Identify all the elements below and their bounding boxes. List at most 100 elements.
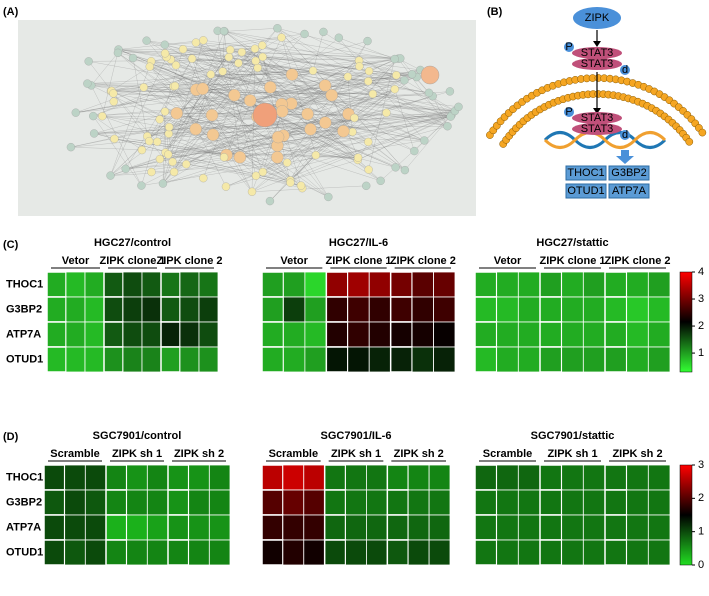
network-node (170, 81, 180, 91)
panel-label: (B) (487, 6, 503, 18)
network-edge (146, 40, 452, 116)
heatmap-cell (304, 321, 327, 348)
row-label: ATP7A (6, 521, 41, 533)
heatmap-cell (208, 514, 231, 541)
heatmap-cell (198, 346, 219, 373)
network-node (382, 108, 391, 117)
heatmap-cell (386, 539, 409, 566)
group-label: ZIPK sh 1 (112, 448, 162, 460)
heatmap-cell (84, 539, 107, 566)
network-node (285, 68, 299, 81)
network-node (165, 122, 174, 132)
network-node (392, 71, 401, 80)
network-edge (125, 58, 193, 169)
heatmap-cell (496, 271, 519, 298)
heatmap-cell (198, 271, 219, 298)
network-node (155, 154, 165, 164)
gene-box (565, 183, 607, 199)
heatmap-cell (323, 489, 347, 516)
network-edge (211, 60, 256, 116)
heatmap-cell (179, 296, 200, 323)
heatmap-cell (141, 346, 162, 373)
heatmap-cell (84, 464, 107, 491)
group-label: Vetor (62, 255, 90, 267)
heatmap-cell (561, 321, 584, 348)
heatmap-cell (647, 514, 671, 541)
heatmap-cell (561, 489, 584, 516)
heatmap-cell (323, 539, 347, 566)
heatmap-cell (626, 514, 649, 541)
network-edge (224, 31, 417, 78)
heatmap-cell (539, 346, 563, 373)
heatmap-cell (105, 464, 128, 491)
heatmap-cell (188, 514, 210, 541)
colorbar-tick-label: 4 (698, 266, 704, 278)
heatmap-cell (366, 489, 388, 516)
heatmap-cell (261, 489, 284, 516)
network-edge (239, 85, 326, 158)
network-node (147, 167, 156, 177)
network-node (364, 137, 373, 147)
heatmap-cell (345, 514, 367, 541)
row-label: THOC1 (6, 471, 43, 483)
heatmap-cell (496, 464, 519, 491)
network-node (237, 47, 246, 57)
heatmap-cell (647, 489, 671, 516)
heatmap-cell (323, 464, 347, 491)
heatmap-cell (126, 539, 148, 566)
network-edge (238, 63, 358, 161)
network-node (145, 136, 154, 146)
network-edge (262, 89, 395, 173)
gene-label: G3BP2 (611, 167, 646, 179)
network-edge (191, 58, 415, 152)
network-edge (182, 49, 223, 72)
network-node (420, 136, 429, 145)
network-edge (88, 61, 175, 173)
heatmap-cell (517, 271, 541, 298)
kinase-label: ZIPK (585, 12, 610, 24)
heatmap-cell (261, 296, 285, 323)
network-node (189, 122, 202, 136)
network-edge (183, 49, 401, 59)
network-edge (94, 116, 258, 134)
heatmap-cell (261, 346, 285, 373)
heatmap-cell (561, 464, 584, 491)
network-edge (224, 28, 278, 32)
heatmap-cell (282, 514, 305, 541)
network-edge (277, 28, 405, 171)
network-edge (117, 52, 329, 198)
network-edge (132, 57, 148, 137)
network-edge (125, 141, 369, 169)
network-node (226, 45, 235, 55)
network-edge (159, 85, 326, 120)
network-edge (224, 31, 293, 75)
network-node (191, 38, 201, 47)
heatmap-cell (325, 271, 349, 298)
heatmap-cell (84, 346, 105, 373)
network-node (219, 26, 229, 36)
network-node (324, 192, 333, 202)
heatmap-cell (43, 464, 66, 491)
network-node (283, 158, 292, 167)
network-node (71, 108, 80, 117)
colorbar-tick-label: 3 (698, 459, 704, 471)
stat3-block (572, 112, 622, 124)
network-edge (174, 114, 452, 173)
network-edge (262, 45, 373, 95)
heatmap-cell (325, 346, 349, 373)
network-edge (352, 69, 421, 133)
group-label: ZIPK sh 2 (394, 448, 444, 460)
group-label: Scramble (483, 448, 533, 460)
heatmap-cell (283, 271, 306, 298)
network-node (160, 107, 170, 116)
network-edge (347, 76, 353, 132)
colorbar (679, 271, 693, 373)
network-node (178, 45, 188, 54)
heatmap-cell (411, 296, 434, 323)
group-label: ZIPK sh 1 (547, 448, 597, 460)
heatmap-cell (188, 464, 210, 491)
heatmap-cell (84, 271, 105, 298)
network-edge (118, 49, 314, 71)
group-label: Vetor (494, 255, 522, 267)
network-edge (164, 42, 196, 45)
